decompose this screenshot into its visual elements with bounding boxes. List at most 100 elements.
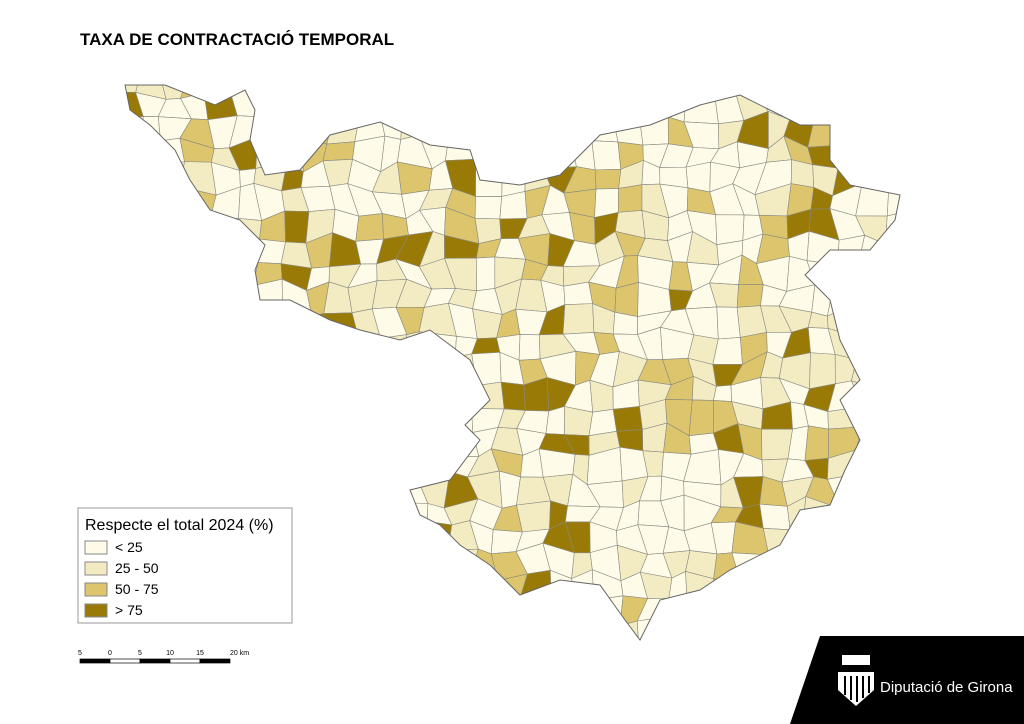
municipality [443, 430, 480, 458]
municipality [300, 620, 334, 640]
municipality [301, 482, 337, 502]
municipality [255, 429, 287, 462]
municipality [926, 352, 960, 379]
municipality [859, 234, 889, 270]
municipality [736, 284, 764, 308]
municipality [887, 470, 900, 505]
municipality [903, 402, 934, 436]
municipality [827, 291, 862, 317]
municipality [351, 398, 385, 431]
municipality [779, 85, 814, 99]
municipality [831, 256, 862, 293]
municipality [861, 160, 890, 187]
municipality [716, 306, 741, 340]
municipality [137, 455, 166, 484]
municipality [125, 449, 142, 484]
municipality [466, 620, 505, 640]
legend-box [77, 507, 293, 624]
municipality [736, 623, 762, 640]
municipality [908, 70, 935, 99]
municipality [859, 256, 889, 293]
municipality [476, 256, 496, 292]
municipality [125, 423, 142, 457]
municipality [372, 546, 405, 580]
municipality [685, 85, 717, 101]
municipality [182, 216, 211, 236]
municipality [932, 377, 961, 406]
municipality [250, 621, 285, 640]
municipality [179, 625, 218, 640]
municipality [328, 571, 359, 603]
municipality [125, 311, 142, 335]
municipality [83, 66, 115, 92]
municipality [257, 115, 279, 144]
municipality [827, 112, 865, 147]
municipality [520, 145, 553, 170]
municipality [935, 145, 957, 172]
municipality [927, 471, 957, 509]
municipality [355, 213, 384, 242]
legend-title: Respecte el total 2024 (%) [85, 517, 274, 534]
municipality [204, 218, 239, 235]
municipality [277, 88, 314, 126]
municipality [206, 623, 240, 640]
municipality [443, 85, 480, 91]
municipality [125, 140, 144, 168]
municipality [686, 597, 718, 621]
municipality [421, 406, 453, 435]
municipality [863, 529, 885, 558]
municipality [236, 403, 265, 433]
municipality [134, 376, 167, 406]
municipality [179, 161, 217, 196]
municipality [140, 140, 165, 166]
scale-label: 5 [78, 650, 82, 657]
logo-emblem [838, 655, 874, 706]
municipality [328, 597, 362, 630]
municipality [376, 359, 405, 389]
municipality [305, 85, 337, 101]
municipality [755, 571, 793, 598]
municipality [714, 85, 739, 97]
municipality [807, 112, 838, 148]
municipality [203, 233, 234, 265]
municipality [228, 383, 264, 410]
municipality [203, 85, 239, 94]
municipality [327, 376, 355, 410]
municipality [563, 281, 594, 305]
municipality [90, 285, 118, 314]
municipality [851, 304, 886, 336]
municipality [274, 381, 306, 407]
municipality [181, 258, 216, 285]
municipality [203, 429, 239, 460]
municipality [125, 258, 138, 294]
municipality [185, 335, 213, 360]
municipality [907, 88, 935, 125]
municipality [131, 355, 162, 381]
municipality [376, 386, 407, 413]
municipality [516, 500, 551, 533]
municipality [930, 69, 961, 101]
municipality [808, 591, 836, 618]
municipality [419, 356, 456, 388]
municipality [787, 569, 813, 595]
municipality [125, 472, 139, 509]
municipality [861, 406, 890, 428]
municipality [522, 89, 552, 119]
municipality [875, 87, 900, 125]
municipality [157, 404, 190, 436]
municipality [567, 93, 592, 120]
municipality [452, 379, 477, 411]
municipality [836, 145, 865, 169]
municipality [274, 405, 305, 431]
municipality [833, 85, 865, 101]
municipality [861, 137, 889, 167]
municipality [331, 547, 359, 577]
municipality [91, 165, 120, 185]
municipality [541, 619, 568, 640]
municipality [233, 474, 260, 500]
municipality [322, 141, 356, 162]
municipality [236, 336, 265, 357]
municipality [418, 85, 449, 91]
municipality [443, 86, 476, 114]
municipality [713, 384, 732, 402]
